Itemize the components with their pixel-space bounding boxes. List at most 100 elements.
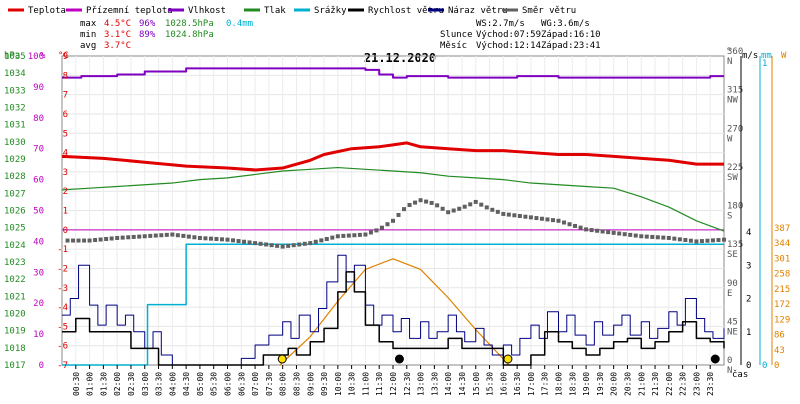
wind-dir-dot xyxy=(506,212,511,217)
wind-dir-dot xyxy=(197,235,202,240)
axis-tick-hpa: 1024 xyxy=(4,241,26,251)
wind-speed-text: WS:2.7m/s xyxy=(476,19,525,29)
axis-tick-hpa: 1034 xyxy=(4,69,26,79)
wind-dir-dot xyxy=(159,233,164,238)
wind-dir-dot xyxy=(247,240,252,245)
x-tick-label: 06:30 xyxy=(237,372,246,396)
axis-tick-degc: 1 xyxy=(63,207,68,217)
wind-dir-dot xyxy=(98,237,103,242)
moonset-marker xyxy=(710,354,720,364)
wind-dir-dot xyxy=(446,210,451,215)
axis-tick-dir-name: E xyxy=(727,289,732,299)
sunrise-text: Východ:07:59 xyxy=(476,30,541,40)
x-tick-label: 18:30 xyxy=(568,372,577,396)
axis-tick-pct: 80 xyxy=(33,114,44,124)
axis-tick-wm2: 344 xyxy=(774,239,790,249)
axis-tick-dir-name: S xyxy=(727,212,732,222)
x-tick-label: 11:00 xyxy=(361,372,370,396)
moonset-text: Západ:23:41 xyxy=(541,41,601,51)
stats-min-press: 1024.8hPa xyxy=(165,30,214,40)
wind-dir-dot xyxy=(231,238,236,243)
axis-tick-wm2: 258 xyxy=(774,270,790,280)
wind-dir-dot xyxy=(391,218,395,223)
stats-max-temp: 4.5°C xyxy=(104,19,131,29)
axis-tick-degc: 5 xyxy=(63,129,68,139)
wind-dir-dot xyxy=(457,206,462,211)
x-tick-label: 13:30 xyxy=(430,372,439,396)
axis-tick-pct: 90 xyxy=(33,83,44,93)
x-tick-label: 16:30 xyxy=(513,372,522,396)
wind-dir-dot xyxy=(517,213,522,218)
moonrise-text: Východ:12:14 xyxy=(476,41,541,51)
axis-tick-hpa: 1033 xyxy=(4,86,26,96)
axis-tick-wm2: 0 xyxy=(774,361,779,371)
stats-max-press: 1028.5hPa xyxy=(165,19,214,29)
axis-tick-pct: 60 xyxy=(33,176,44,186)
axis-tick-mm: 1 xyxy=(762,59,767,69)
x-tick-label: 06:00 xyxy=(224,372,233,396)
wind-dir-dot xyxy=(181,233,186,238)
wind-dir-dot xyxy=(313,239,318,244)
axis-tick-dir-name: N xyxy=(727,366,732,376)
wind-dir-dot xyxy=(468,202,473,207)
wind-dir-dot xyxy=(407,203,412,208)
axis-tick-dir: 180 xyxy=(727,202,743,212)
axis-tick-degc: -2 xyxy=(57,264,68,274)
wind-dir-dot xyxy=(699,239,704,244)
wind-dir-dot xyxy=(319,238,324,243)
axis-tick-dir-name: NW xyxy=(727,96,738,106)
wind-dir-dot xyxy=(115,235,120,240)
axis-tick-pct: 40 xyxy=(33,237,44,247)
wind-dir-dot xyxy=(335,234,340,239)
axis-tick-hpa: 1025 xyxy=(4,224,26,234)
axis-tick-dir: 135 xyxy=(727,240,743,250)
unit-wm2: W xyxy=(781,51,787,61)
axis-tick-degc: 7 xyxy=(63,91,68,101)
wind-dir-dot xyxy=(93,238,98,243)
x-tick-label: 21:00 xyxy=(637,372,646,396)
axis-tick-ms: 2 xyxy=(746,295,751,305)
wind-dir-dot xyxy=(65,238,70,243)
x-tick-label: 17:00 xyxy=(527,372,536,396)
wind-dir-dot xyxy=(291,243,296,248)
stats-max-label: max xyxy=(80,19,97,29)
wind-dir-dot xyxy=(600,229,605,234)
axis-tick-hpa: 1030 xyxy=(4,138,26,148)
legend-label: Tlak xyxy=(264,6,286,16)
moonrise-marker xyxy=(394,354,404,364)
unit-hpa: hPa xyxy=(4,51,20,61)
wind-dir-dot xyxy=(567,222,572,227)
stats-max-hum: 96% xyxy=(139,19,156,29)
wind-dir-dot xyxy=(379,225,384,230)
wind-dir-dot xyxy=(269,243,274,248)
x-tick-label: 13:00 xyxy=(417,372,426,396)
wind-dir-dot xyxy=(275,243,280,248)
wind-dir-dot xyxy=(396,212,401,217)
x-tick-label: 20:30 xyxy=(623,372,632,396)
x-tick-label: 19:30 xyxy=(596,372,605,396)
x-tick-label: 15:00 xyxy=(472,372,481,396)
series-wind-speed xyxy=(62,271,725,366)
wind-dir-dot xyxy=(661,235,666,240)
wind-dir-dot xyxy=(148,233,153,238)
axis-tick-hpa: 1031 xyxy=(4,121,26,131)
wind-dir-dot xyxy=(451,208,456,213)
wind-dir-dot xyxy=(435,203,440,208)
x-tick-label: 17:30 xyxy=(541,372,550,396)
axis-tick-ms: 1 xyxy=(746,328,751,338)
series-layer xyxy=(61,67,726,366)
wind-dir-dot xyxy=(710,238,715,243)
wind-dir-dot xyxy=(595,228,600,233)
x-tick-label: 04:00 xyxy=(168,372,177,396)
axis-tick-dir-name: SW xyxy=(727,173,738,183)
axis-tick-hpa: 1020 xyxy=(4,310,26,320)
x-tick-label: 08:00 xyxy=(279,372,288,396)
wind-dir-dot xyxy=(424,199,429,204)
axis-tick-hpa: 1021 xyxy=(4,292,26,302)
wind-dir-dot xyxy=(589,228,594,233)
wind-dir-dot xyxy=(528,215,533,220)
wind-dir-dot xyxy=(617,231,622,236)
wind-dir-dot xyxy=(76,238,81,243)
x-tick-label: 00:30 xyxy=(72,372,81,396)
wind-dir-dot xyxy=(280,244,285,249)
